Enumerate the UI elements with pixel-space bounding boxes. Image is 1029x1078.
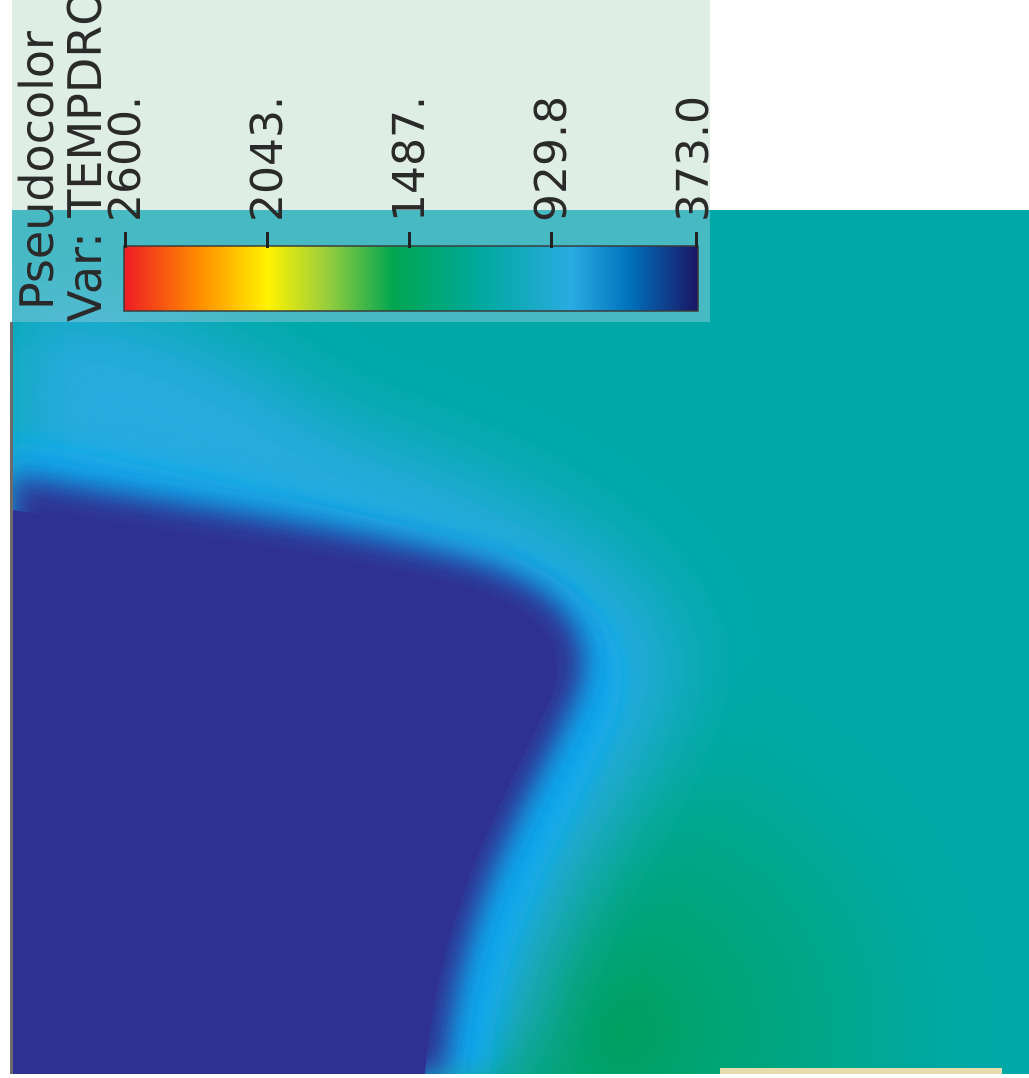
scale-bar: [720, 1068, 1002, 1074]
axis-edge: [10, 322, 13, 1074]
tick-label: 2600.: [100, 96, 151, 222]
tick-label: 929.8: [526, 96, 577, 222]
tick-mark: [124, 232, 127, 248]
tick-mark: [408, 232, 411, 248]
tick-mark: [266, 232, 269, 248]
tick-mark: [695, 232, 698, 248]
colorbar: [123, 245, 699, 312]
legend-heading: Pseudocolor: [10, 31, 64, 310]
field-image: [12, 210, 1029, 1074]
tick-label: 373.0: [668, 96, 719, 222]
tick-mark: [550, 232, 553, 248]
tick-label: 2043.: [242, 96, 293, 222]
tick-label: 1487.: [384, 96, 435, 222]
